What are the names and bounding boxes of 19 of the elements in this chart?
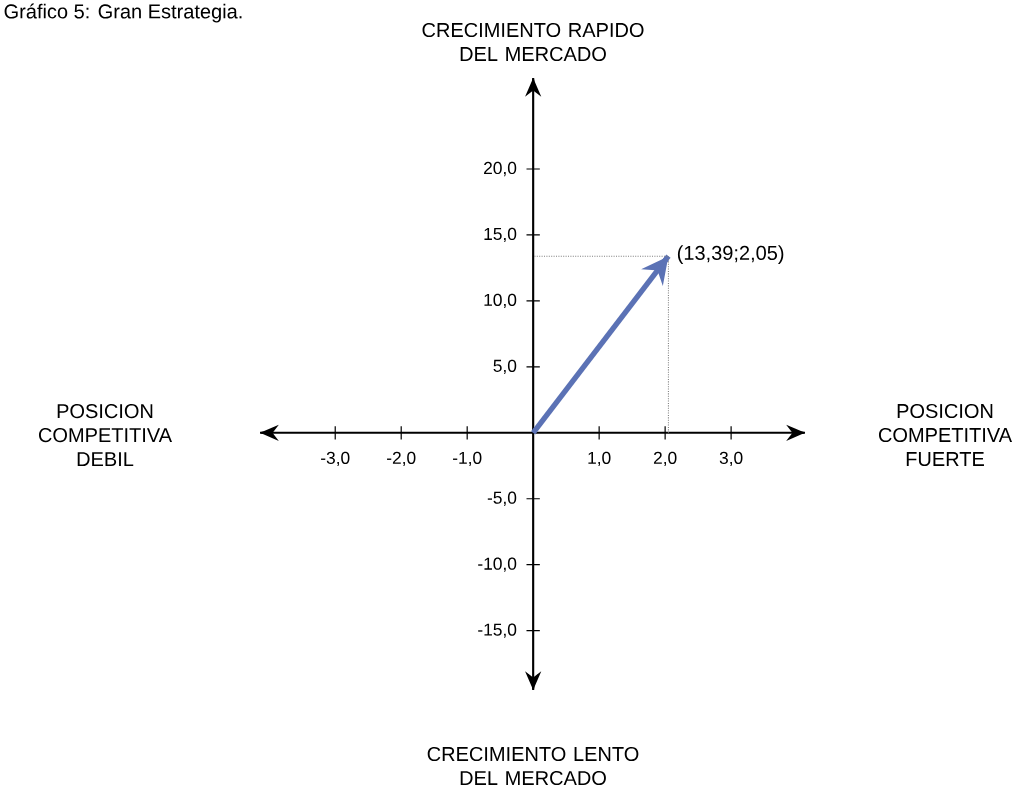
x-tick-label: -2,0: [387, 451, 416, 467]
y-tick-label: -15,0: [478, 623, 517, 638]
y-tick-label: -5,0: [487, 491, 517, 506]
x-tick-label: 2,0: [653, 451, 677, 467]
x-tick-label: 3,0: [719, 451, 743, 467]
x-tick-label: 1,0: [588, 451, 611, 467]
x-tick-label: -3,0: [321, 451, 350, 467]
y-axis-title: CRECIMIENTO RAPIDO DEL MERCADO: [422, 22, 644, 62]
annotation: (13,39;2,05): [677, 245, 784, 264]
chart-title: Gráfico 5: Gran Estrategia.: [4, 3, 242, 23]
y-tick-label: 15,0: [484, 227, 517, 243]
x-tick-label: -1,0: [453, 451, 482, 467]
text: POSICION COMPETITIVA FUERTE: [878, 403, 1013, 467]
y-tick-label: 10,0: [484, 293, 517, 309]
text: CRECIMIENTO LENTO DEL MERCADO: [427, 746, 639, 786]
y-tick-label: -10,0: [478, 557, 517, 572]
text: POSICION COMPETITIVA DEBIL: [38, 404, 173, 466]
y-tick-label: 5,0: [493, 359, 517, 375]
y-tick-label: 20,0: [484, 161, 517, 177]
